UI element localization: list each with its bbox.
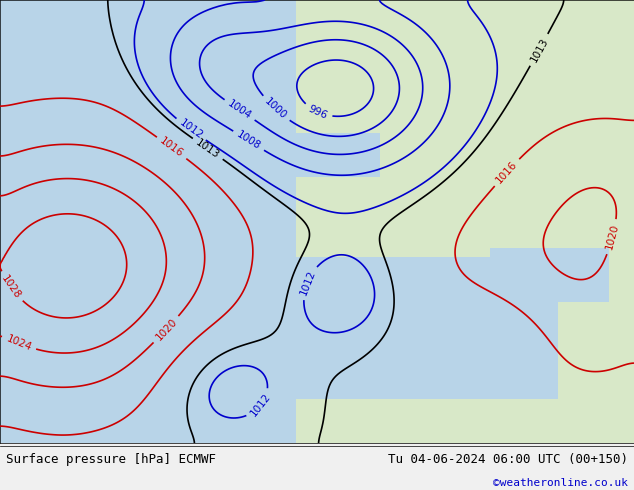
Text: 1016: 1016 xyxy=(495,159,519,186)
Text: 1028: 1028 xyxy=(0,273,23,300)
Text: Surface pressure [hPa] ECMWF: Surface pressure [hPa] ECMWF xyxy=(6,453,216,466)
Polygon shape xyxy=(490,248,609,301)
Text: 1013: 1013 xyxy=(194,137,221,160)
Text: 1020: 1020 xyxy=(604,223,621,251)
Text: Tu 04-06-2024 06:00 UTC (00+150): Tu 04-06-2024 06:00 UTC (00+150) xyxy=(387,453,628,466)
Text: 1004: 1004 xyxy=(226,98,254,122)
Text: 1020: 1020 xyxy=(153,317,179,343)
Text: 1012: 1012 xyxy=(178,118,204,142)
Text: ©weatheronline.co.uk: ©weatheronline.co.uk xyxy=(493,478,628,488)
Polygon shape xyxy=(211,257,558,399)
Polygon shape xyxy=(211,133,380,177)
Text: 1008: 1008 xyxy=(235,129,262,152)
Text: 1024: 1024 xyxy=(5,333,33,352)
Text: 996: 996 xyxy=(307,103,329,121)
Text: 1012: 1012 xyxy=(249,392,273,418)
Text: 1016: 1016 xyxy=(158,136,185,160)
Text: 1012: 1012 xyxy=(298,269,317,296)
Polygon shape xyxy=(0,0,296,443)
Text: 1000: 1000 xyxy=(262,97,288,122)
Text: 1013: 1013 xyxy=(528,36,550,64)
